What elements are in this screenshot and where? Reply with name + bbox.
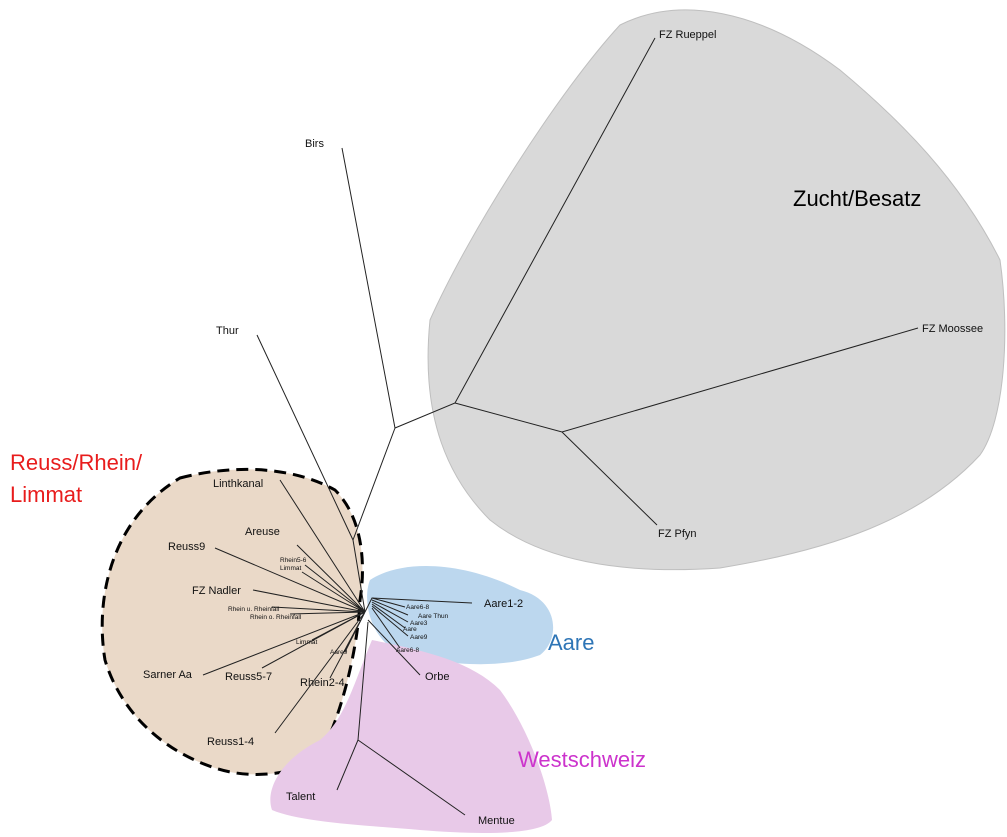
zucht-blob: [427, 9, 1006, 571]
leaf-label: FZ Pfyn: [658, 528, 697, 540]
leaf-label: Rhein5-6: [280, 557, 307, 564]
leaf-label: Reuss5-7: [225, 671, 272, 683]
leaf-label: Aare Thun: [418, 613, 449, 620]
leaf-label: Rhein2-4: [300, 677, 345, 689]
leaf-label: Aare6-8: [406, 604, 430, 611]
leaf-label: Sarner Aa: [143, 669, 193, 681]
leaf-label: Rhein u. Rheinfall: [228, 606, 280, 613]
aare-blob: [367, 566, 554, 665]
leaf-label: Aare1-2: [484, 598, 523, 610]
leaf-label: Thur: [216, 325, 239, 337]
leaf-label: Limmat: [280, 565, 302, 572]
group-label: Limmat: [10, 482, 82, 507]
reuss-blob: [100, 467, 364, 776]
group-label: Westschweiz: [518, 747, 646, 772]
leaf-label: Reuss1-4: [207, 736, 254, 748]
group-label: Zucht/Besatz: [793, 186, 921, 211]
leaf-label: FZ Nadler: [192, 585, 241, 597]
leaf-label: Areuse: [245, 526, 280, 538]
group-label: Aare: [548, 630, 594, 655]
leaf-label: Talent: [286, 791, 315, 803]
leaf-labels: FZ Rueppel Birs FZ Moossee Thur FZ Pfyn …: [143, 29, 983, 827]
leaf-label: Reuss9: [168, 541, 205, 553]
branch: [202, 479, 366, 734]
leaf-label: Aare3: [410, 620, 428, 627]
group-label: Reuss/Rhein/: [10, 450, 143, 475]
westschweiz-blob: [270, 640, 552, 833]
leaf-label: Birs: [305, 138, 324, 150]
leaf-label: Aare: [403, 626, 417, 633]
leaf-label: Aare9: [410, 634, 428, 641]
leaf-label: FZ Rueppel: [659, 29, 716, 41]
branch: [256, 37, 919, 613]
leaf-label: Rhein o. Rheinfall: [250, 614, 302, 621]
leaf-label: Orbe: [425, 671, 449, 683]
leaf-label: Limmat: [296, 639, 318, 646]
branch: [336, 597, 473, 816]
leaf-label: FZ Moossee: [922, 323, 983, 335]
leaf-label: Aare6-8: [396, 647, 420, 654]
branches: [202, 37, 919, 816]
leaf-label: Mentue: [478, 815, 515, 827]
leaf-label: Aare9: [330, 649, 348, 656]
leaf-label: Linthkanal: [213, 478, 263, 490]
